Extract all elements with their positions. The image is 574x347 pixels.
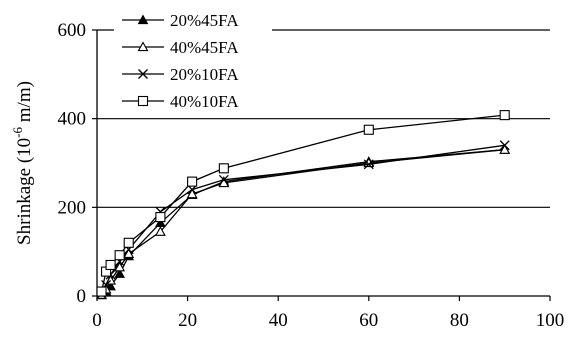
data-point <box>363 159 374 170</box>
marker-open-square <box>114 250 125 261</box>
data-point <box>105 259 116 271</box>
marker-x <box>138 69 148 79</box>
data-point <box>155 212 166 223</box>
marker-x-stroke <box>499 140 510 151</box>
marker-open-triangle <box>137 41 149 52</box>
y-axis-title: Shrinkage (10-6 m/m) <box>10 81 35 245</box>
y-axis-title-prefix: Shrinkage (10 <box>14 138 35 245</box>
legend-item: 40%10FA <box>122 92 239 111</box>
data-point <box>363 124 374 135</box>
data-point <box>114 268 125 278</box>
legend-label: 40%45FA <box>170 38 239 57</box>
data-point <box>154 226 166 236</box>
x-axis-ticks: 0 20 40 60 80 100 <box>92 296 564 331</box>
marker-x <box>363 159 374 170</box>
y-tick-label: 400 <box>58 109 87 130</box>
data-point <box>186 188 198 199</box>
y-tick-label: 200 <box>58 197 87 218</box>
data-point <box>499 110 510 121</box>
marker-x-stroke <box>138 69 148 79</box>
y-tick-label: 600 <box>58 20 87 41</box>
x-tick-label: 60 <box>359 310 378 331</box>
series-layer <box>96 110 511 300</box>
y-axis-title-suffix: m/m) <box>14 81 35 127</box>
y-axis-title-exponent: -6 <box>10 126 25 137</box>
x-tick-label: 80 <box>450 310 469 331</box>
data-point <box>123 237 134 248</box>
x-tick-label: 0 <box>92 310 102 331</box>
marker-open-square <box>96 286 107 297</box>
legend-label: 20%10FA <box>170 65 239 84</box>
marker-x-stroke <box>218 174 229 185</box>
y-axis-ticks: 0 200 400 600 <box>58 20 97 307</box>
axes <box>96 30 550 297</box>
marker-open-square <box>123 237 134 248</box>
marker-x-stroke <box>363 159 374 170</box>
data-point <box>187 176 198 187</box>
data-point <box>499 144 511 154</box>
y-tick-label: 0 <box>77 286 87 307</box>
marker-open-square <box>187 176 198 187</box>
marker-open-square <box>363 124 374 135</box>
data-point <box>499 140 510 151</box>
data-point <box>218 174 229 185</box>
series-4 <box>96 110 510 297</box>
legend-label: 20%45FA <box>170 11 239 30</box>
marker-filled-triangle <box>137 14 149 25</box>
marker-open-square <box>137 95 149 107</box>
data-point <box>96 286 107 297</box>
legend-item: 40%45FA <box>122 38 239 57</box>
marker-open-triangle <box>114 261 126 272</box>
x-tick-label: 40 <box>269 310 288 331</box>
marker-open-square <box>218 163 229 174</box>
marker-open-triangle <box>186 188 198 199</box>
series-line <box>101 149 505 296</box>
marker-x <box>499 140 510 151</box>
marker-open-triangle <box>154 226 166 236</box>
marker-filled-triangle <box>114 268 125 278</box>
legend: 20%45FA 40%45FA 20%10FA 40%10FA <box>114 8 272 118</box>
data-point <box>114 250 125 261</box>
data-point <box>114 261 126 272</box>
legend-item: 20%45FA <box>122 11 239 30</box>
marker-open-square <box>155 212 166 223</box>
series-line <box>100 114 505 292</box>
marker-open-square <box>105 259 116 271</box>
legend-item: 20%10FA <box>122 65 239 84</box>
marker-open-square <box>499 110 510 121</box>
marker-x <box>218 174 229 185</box>
legend-label: 40%10FA <box>170 92 239 111</box>
x-tick-label: 100 <box>536 310 565 331</box>
x-tick-label: 20 <box>178 310 197 331</box>
marker-open-triangle <box>499 144 511 154</box>
data-point <box>218 163 229 174</box>
